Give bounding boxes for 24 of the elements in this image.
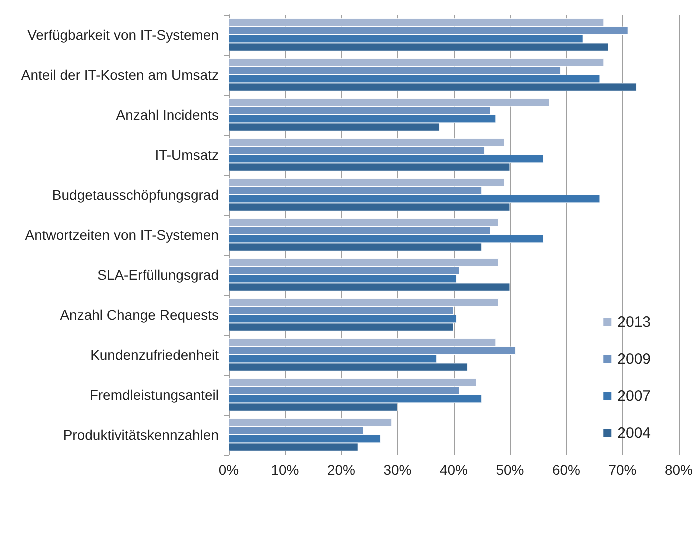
y-tick-label: Kundenzufriedenheit [90,347,220,363]
y-tick-label: Verfügbarkeit von IT-Systemen [28,27,219,43]
x-tick-label: 30% [384,462,412,478]
x-tick-label: 20% [327,462,356,478]
x-tick-label: 40% [440,462,468,478]
legend-label: 2004 [618,425,652,442]
x-tick-label: 50% [496,462,524,478]
legend-label: 2007 [618,388,652,405]
legend-label: 2009 [618,351,652,368]
y-tick-label: Antwortzeiten von IT-Systemen [25,227,219,243]
x-tick-label: 10% [271,462,300,478]
y-tick-label: SLA-Erfüllungsgrad [98,267,219,283]
y-tick-label: IT-Umsatz [155,147,219,163]
y-tick-label: Anteil der IT-Kosten am Umsatz [21,67,219,83]
y-tick-label: Produktivitätskennzahlen [63,427,219,443]
x-tick-label: 70% [608,462,637,478]
y-tick-label: Fremdleistungsanteil [90,387,219,403]
x-tick-label: 0% [218,462,240,478]
y-tick-label: Budgetausschöpfungsgrad [52,187,219,203]
legend-label: 2013 [618,314,652,331]
x-tick-label: 80% [664,462,694,478]
x-tick-label: 60% [552,462,581,478]
y-tick-label: Anzahl Incidents [116,107,219,123]
y-tick-label: Anzahl Change Requests [60,307,219,323]
